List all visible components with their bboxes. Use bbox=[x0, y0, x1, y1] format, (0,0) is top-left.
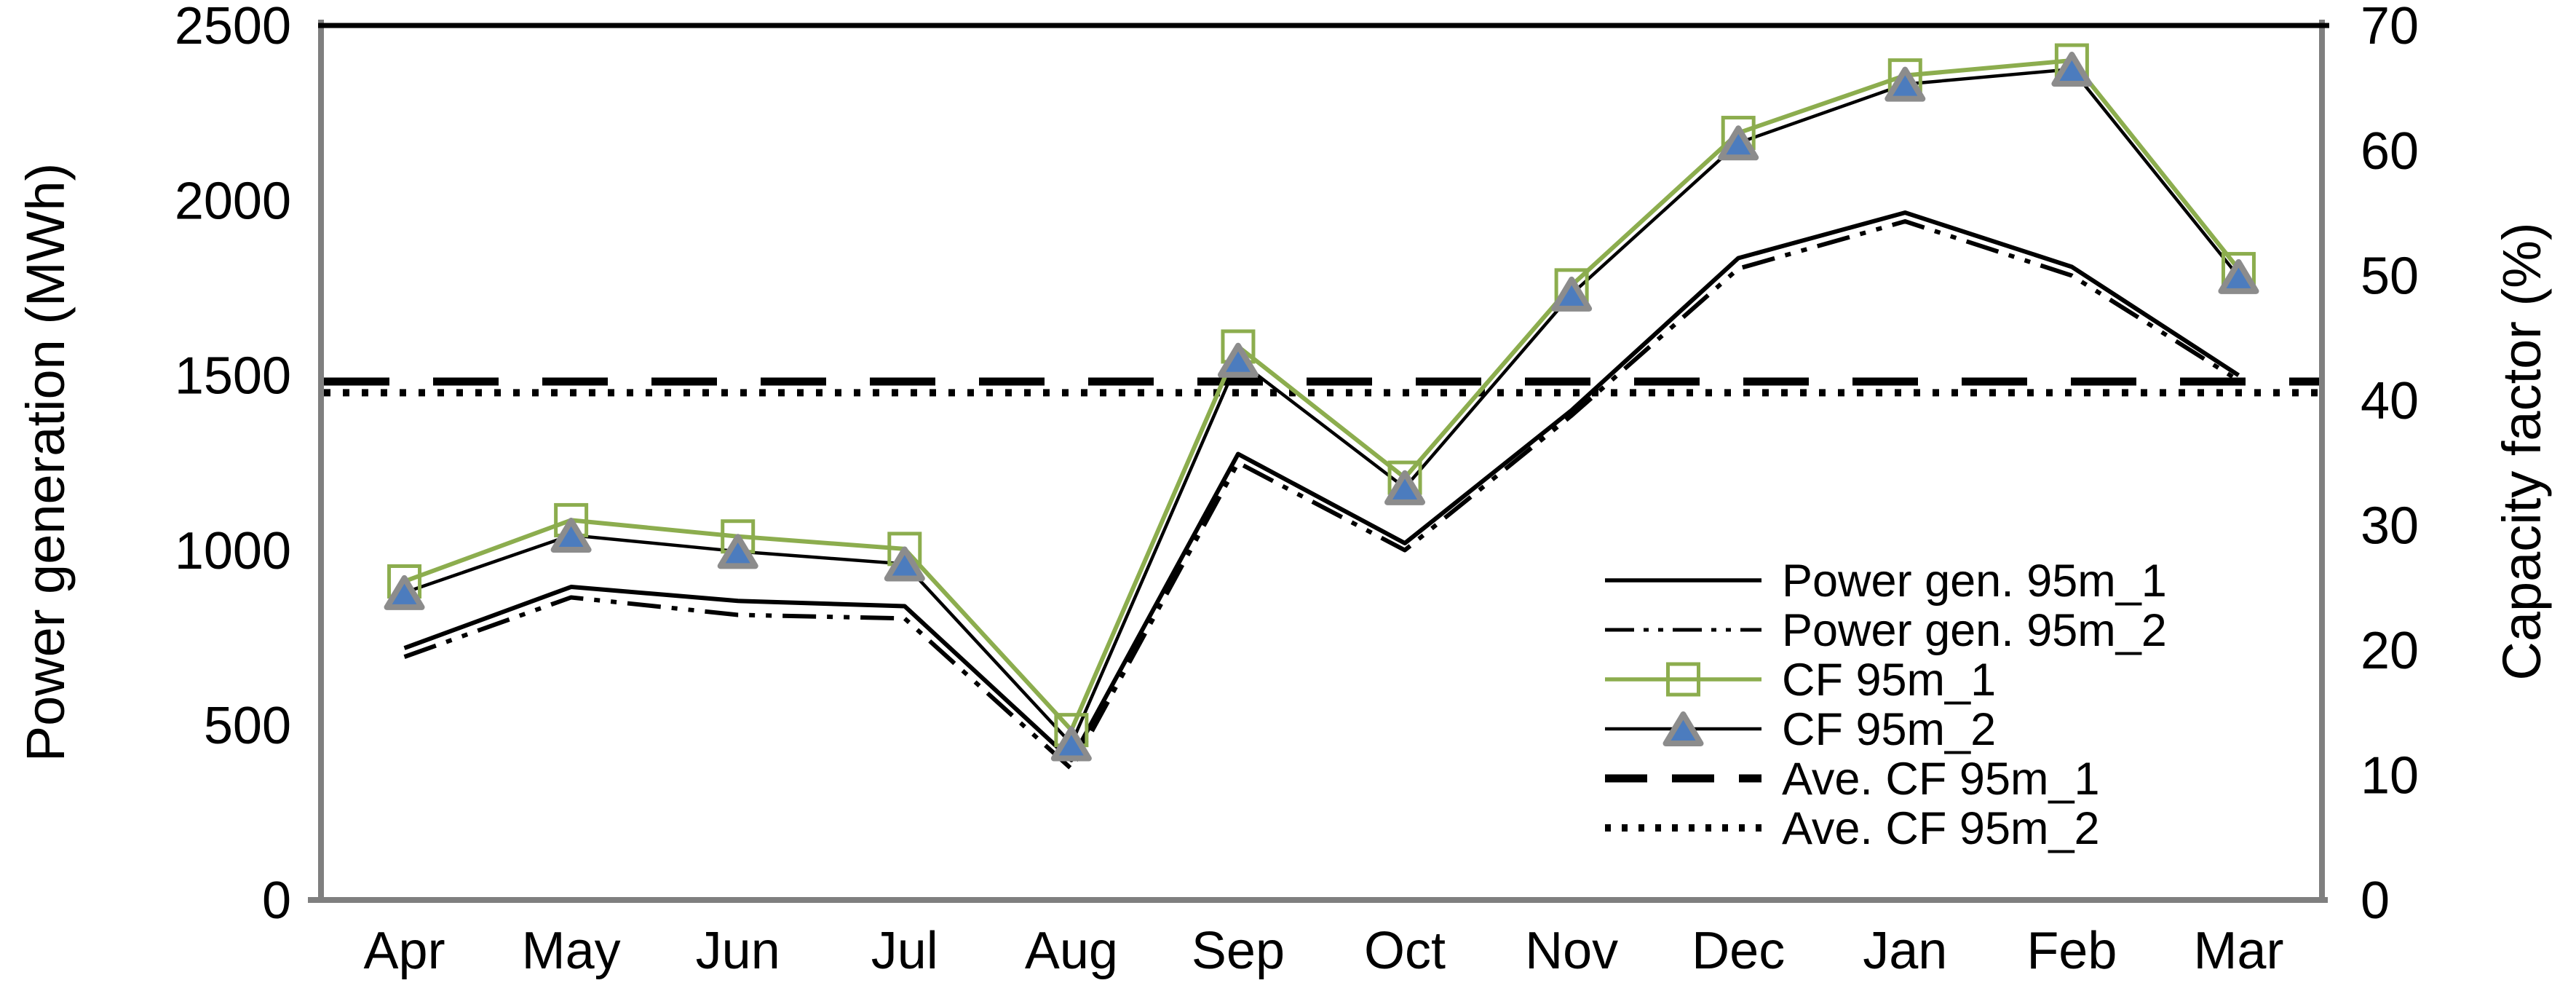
legend-label: Ave. CF 95m_1 bbox=[1782, 754, 2100, 805]
triangle-marker-cf-95m-2 bbox=[550, 518, 592, 553]
x-axis-tick-label: Feb bbox=[2026, 922, 2117, 980]
legend-label: CF 95m_1 bbox=[1782, 655, 1996, 706]
x-axis-tick-label: Jun bbox=[696, 922, 780, 980]
y-axis-right-tick-label: 30 bbox=[2361, 497, 2419, 555]
legend-item-ave-cf-95m-1: Ave. CF 95m_1 bbox=[1605, 754, 2100, 805]
legend-label: Ave. CF 95m_2 bbox=[1782, 803, 2100, 854]
legend-item-cf-95m-2: CF 95m_2 bbox=[1605, 704, 1996, 755]
legend-item-power-gen-95m-1: Power gen. 95m_1 bbox=[1605, 556, 2167, 607]
y-axis-left-tick-label: 2500 bbox=[175, 0, 291, 55]
legend-triangle-marker bbox=[1662, 711, 1704, 746]
y-axis-right-tick-label: 20 bbox=[2361, 622, 2419, 680]
y-axis-left-tick-label: 1500 bbox=[175, 347, 291, 406]
y-axis-right-tick-label: 50 bbox=[2361, 247, 2419, 305]
legend-item-cf-95m-1: CF 95m_1 bbox=[1605, 655, 1996, 706]
series-line-power-gen-95m-2 bbox=[403, 219, 2240, 771]
x-axis-tick-label: May bbox=[522, 922, 621, 980]
y-axis-right-tick-label: 10 bbox=[2361, 747, 2419, 805]
y-axis-right-tick-label: 60 bbox=[2361, 122, 2419, 181]
x-axis-tick-label: Nov bbox=[1525, 922, 1618, 980]
series-line-cf-95m-1 bbox=[403, 58, 2240, 733]
x-axis-tick-label: Mar bbox=[2193, 922, 2283, 980]
y-axis-left-tick-label: 1000 bbox=[175, 522, 291, 580]
left-axis-title: Power generation (MWh) bbox=[15, 163, 76, 762]
triangle-marker-cf-95m-2 bbox=[1718, 125, 1759, 161]
right-axis-title: Capacity factor (%) bbox=[2492, 222, 2552, 680]
triangle-marker-cf-95m-2 bbox=[1217, 342, 1259, 378]
x-axis-tick-label: Apr bbox=[364, 922, 445, 980]
y-axis-left-tick-label: 500 bbox=[204, 697, 291, 755]
x-axis-tick-label: Jan bbox=[1863, 922, 1947, 980]
triangle-marker-cf-95m-2 bbox=[1384, 470, 1426, 505]
x-axis-tick-label: Oct bbox=[1364, 922, 1446, 980]
x-axis-tick-label: Sep bbox=[1192, 922, 1285, 980]
x-axis-tick-label: Aug bbox=[1025, 922, 1118, 980]
triangle-marker-cf-95m-2 bbox=[1551, 276, 1593, 312]
legend-item-ave-cf-95m-2: Ave. CF 95m_2 bbox=[1605, 803, 2100, 854]
series-line-cf-95m-2 bbox=[403, 67, 2240, 746]
y-axis-right-tick-label: 70 bbox=[2361, 0, 2419, 55]
triangle-marker-cf-95m-2 bbox=[1885, 66, 1926, 102]
triangle-marker-cf-95m-2 bbox=[2218, 258, 2259, 294]
series-line-power-gen-95m-1 bbox=[403, 210, 2240, 762]
y-axis-left-tick-label: 0 bbox=[262, 872, 291, 930]
triangle-marker-cf-95m-2 bbox=[2051, 52, 2093, 87]
legend-square-marker bbox=[1666, 662, 1700, 697]
legend-label: CF 95m_2 bbox=[1782, 704, 1996, 755]
triangle-marker-cf-95m-2 bbox=[884, 546, 925, 582]
y-axis-right-tick-label: 0 bbox=[2361, 872, 2390, 930]
x-axis-tick-label: Dec bbox=[1692, 922, 1785, 980]
y-axis-left-tick-label: 2000 bbox=[175, 172, 291, 230]
triangle-marker-cf-95m-2 bbox=[1050, 726, 1092, 762]
triangle-marker-cf-95m-2 bbox=[717, 534, 758, 569]
triangle-marker-cf-95m-2 bbox=[384, 574, 425, 610]
legend-label: Power gen. 95m_2 bbox=[1782, 605, 2167, 656]
legend-item-power-gen-95m-2: Power gen. 95m_2 bbox=[1605, 605, 2167, 656]
legend-label: Power gen. 95m_1 bbox=[1782, 556, 2167, 607]
x-axis-tick-label: Jul bbox=[871, 922, 938, 980]
y-axis-right-tick-label: 40 bbox=[2361, 372, 2419, 430]
